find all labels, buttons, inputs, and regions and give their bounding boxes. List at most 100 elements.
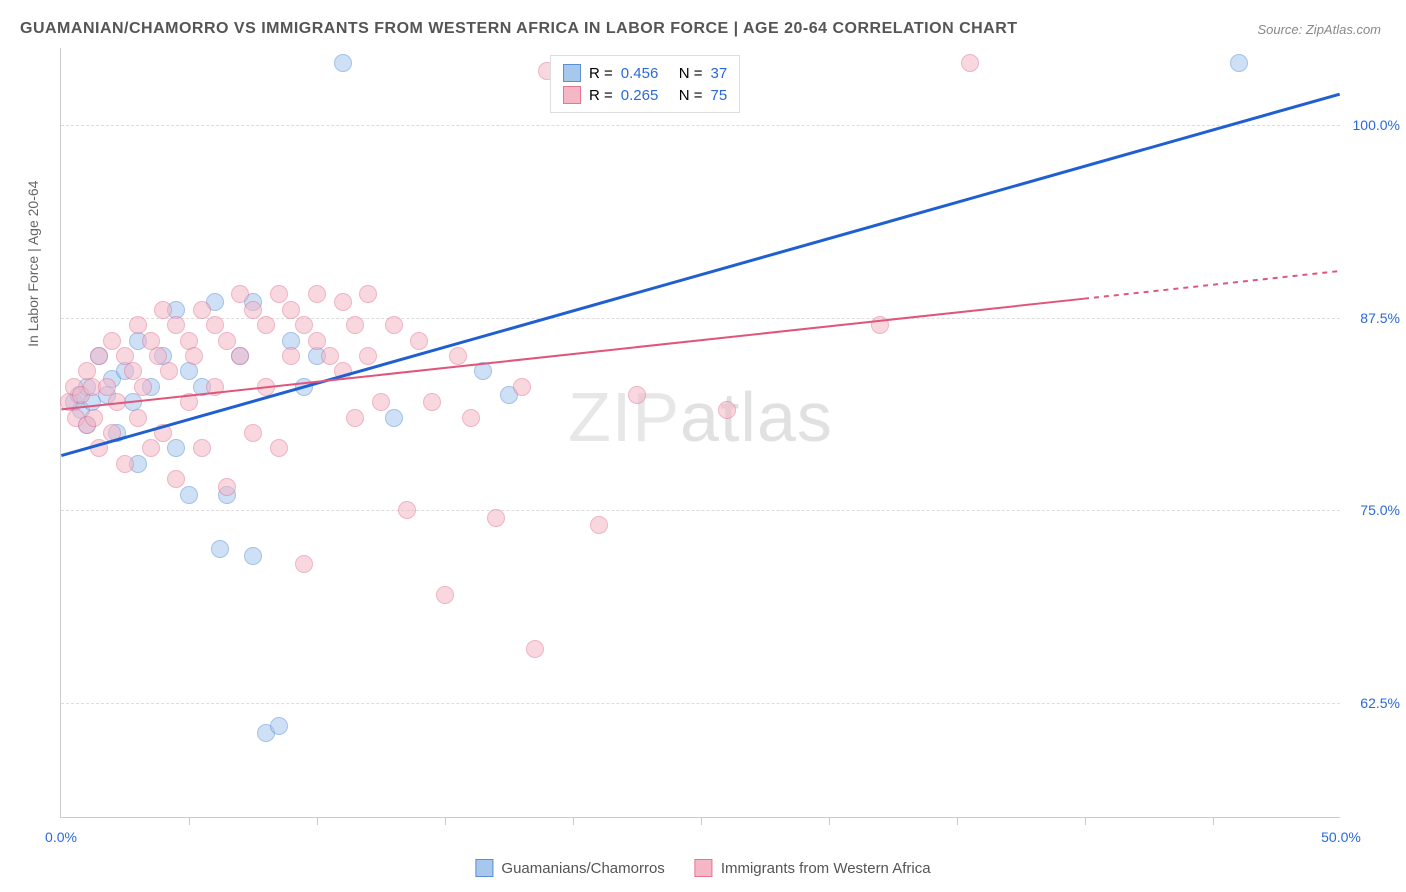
n-value: 75: [711, 87, 728, 104]
data-point: [244, 424, 262, 442]
data-point: [85, 409, 103, 427]
data-point: [154, 301, 172, 319]
data-point: [282, 347, 300, 365]
data-point: [1230, 54, 1248, 72]
data-point: [167, 439, 185, 457]
data-point: [526, 640, 544, 658]
watermark: ZIPatlas: [568, 377, 833, 457]
y-axis-label: In Labor Force | Age 20-64: [25, 181, 41, 347]
source-label: Source: ZipAtlas.com: [1257, 22, 1381, 37]
series-label: Immigrants from Western Africa: [721, 860, 931, 877]
data-point: [193, 439, 211, 457]
data-point: [180, 362, 198, 380]
data-point: [244, 301, 262, 319]
data-point: [90, 347, 108, 365]
data-point: [185, 347, 203, 365]
data-point: [167, 470, 185, 488]
data-point: [180, 393, 198, 411]
data-point: [206, 316, 224, 334]
data-point: [308, 285, 326, 303]
legend-item-wafr: Immigrants from Western Africa: [695, 859, 931, 877]
data-point: [423, 393, 441, 411]
y-tick-label: 87.5%: [1345, 310, 1400, 326]
data-point: [449, 347, 467, 365]
n-label: N =: [679, 87, 703, 104]
data-point: [218, 478, 236, 496]
data-point: [167, 316, 185, 334]
data-point: [206, 378, 224, 396]
data-point: [474, 362, 492, 380]
y-tick-label: 75.0%: [1345, 502, 1400, 518]
data-point: [257, 316, 275, 334]
data-point: [334, 362, 352, 380]
series-legend: Guamanians/Chamorros Immigrants from Wes…: [475, 859, 930, 877]
data-point: [244, 547, 262, 565]
data-point: [334, 293, 352, 311]
x-tick-label: 50.0%: [1321, 829, 1361, 845]
r-value: 0.456: [621, 65, 671, 82]
data-point: [334, 54, 352, 72]
data-point: [462, 409, 480, 427]
swatch-icon: [563, 86, 581, 104]
x-tick-label: 0.0%: [45, 829, 77, 845]
legend-row-guam: R = 0.456 N = 37: [563, 62, 727, 84]
data-point: [211, 540, 229, 558]
data-point: [257, 378, 275, 396]
data-point: [398, 501, 416, 519]
data-point: [308, 332, 326, 350]
data-point: [410, 332, 428, 350]
y-tick-label: 100.0%: [1345, 117, 1400, 133]
correlation-legend: R = 0.456 N = 37 R = 0.265 N = 75: [550, 55, 740, 113]
plot-area: ZIPatlas 62.5%75.0%87.5%100.0%0.0%50.0%: [60, 48, 1340, 818]
data-point: [218, 332, 236, 350]
data-point: [321, 347, 339, 365]
data-point: [359, 285, 377, 303]
data-point: [487, 509, 505, 527]
data-point: [628, 386, 646, 404]
data-point: [359, 347, 377, 365]
legend-row-wafr: R = 0.265 N = 75: [563, 84, 727, 106]
r-label: R =: [589, 65, 613, 82]
data-point: [129, 409, 147, 427]
swatch-icon: [695, 859, 713, 877]
data-point: [385, 409, 403, 427]
data-point: [282, 301, 300, 319]
data-point: [103, 332, 121, 350]
data-point: [129, 316, 147, 334]
data-point: [142, 439, 160, 457]
chart-title: GUAMANIAN/CHAMORRO VS IMMIGRANTS FROM WE…: [20, 20, 1018, 38]
data-point: [108, 393, 126, 411]
r-value: 0.265: [621, 87, 671, 104]
data-point: [90, 439, 108, 457]
data-point: [346, 316, 364, 334]
data-point: [961, 54, 979, 72]
data-point: [116, 455, 134, 473]
data-point: [346, 409, 364, 427]
n-label: N =: [679, 65, 703, 82]
swatch-icon: [563, 64, 581, 82]
data-point: [871, 316, 889, 334]
data-point: [513, 378, 531, 396]
data-point: [295, 378, 313, 396]
legend-item-guam: Guamanians/Chamorros: [475, 859, 664, 877]
y-tick-label: 62.5%: [1345, 695, 1400, 711]
data-point: [372, 393, 390, 411]
data-point: [436, 586, 454, 604]
data-point: [134, 378, 152, 396]
data-point: [295, 316, 313, 334]
data-point: [270, 439, 288, 457]
data-point: [231, 347, 249, 365]
data-point: [385, 316, 403, 334]
data-point: [193, 301, 211, 319]
data-point: [231, 285, 249, 303]
data-point: [180, 486, 198, 504]
data-point: [590, 516, 608, 534]
data-point: [270, 717, 288, 735]
n-value: 37: [711, 65, 728, 82]
swatch-icon: [475, 859, 493, 877]
data-point: [295, 555, 313, 573]
data-point: [270, 285, 288, 303]
series-label: Guamanians/Chamorros: [501, 860, 664, 877]
data-point: [103, 424, 121, 442]
data-point: [160, 362, 178, 380]
